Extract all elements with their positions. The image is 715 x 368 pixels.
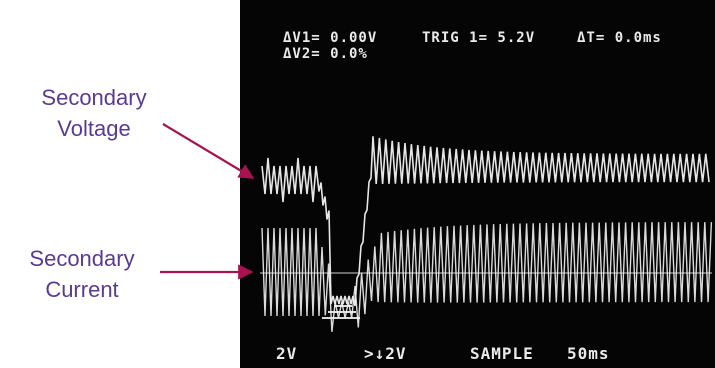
acquisition-mode: SAMPLE [470,344,534,363]
delta-v2-readout: ΔV2= 0.0% [283,46,368,62]
voltage-label-line1: Secondary [41,85,147,110]
secondary-voltage-trace [261,136,710,307]
current-label-line1: Secondary [29,246,135,271]
voltage-pointer-arrow [162,123,255,179]
timebase-setting: 50ms [567,344,610,363]
event-trough [322,305,360,319]
channel-scale: 2V [276,344,298,363]
current-label-line2: Current [45,277,119,302]
trigger-readout: TRIG 1= 5.2V [422,30,536,46]
secondary-current-label: Secondary Current [2,243,162,305]
trigger-setting: >↓2V [364,344,407,363]
secondary-current-trace [261,222,713,332]
voltage-label-line2: Voltage [57,116,131,141]
delta-v1-readout: ΔV1= 0.00V [283,30,378,46]
secondary-voltage-label: Secondary Voltage [14,82,174,144]
delta-t-readout: ΔT= 0.0ms [577,30,662,46]
